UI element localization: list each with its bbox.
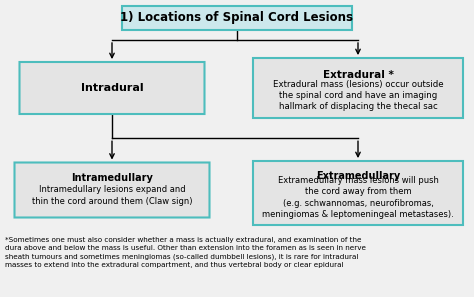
FancyBboxPatch shape	[253, 161, 463, 225]
FancyBboxPatch shape	[122, 6, 352, 30]
FancyBboxPatch shape	[15, 162, 210, 217]
Text: Intramedullary: Intramedullary	[71, 173, 153, 183]
FancyBboxPatch shape	[253, 58, 463, 118]
Text: Intramedullary lesions expand and
thin the cord around them (Claw sign): Intramedullary lesions expand and thin t…	[32, 185, 192, 206]
Text: Extradural mass (lesions) occur outside
the spinal cord and have an imaging
hall: Extradural mass (lesions) occur outside …	[273, 80, 443, 111]
Text: *Sometimes one must also consider whether a mass is actually extradural, and exa: *Sometimes one must also consider whethe…	[5, 237, 366, 268]
Text: Extradural *: Extradural *	[323, 70, 393, 80]
FancyBboxPatch shape	[19, 62, 204, 114]
Text: Intradural: Intradural	[81, 83, 143, 93]
Text: Extramedullary mass lesions will push
the cord away from them
(e.g. schwannomas,: Extramedullary mass lesions will push th…	[262, 176, 454, 219]
Text: Extramedullary: Extramedullary	[316, 171, 400, 181]
Text: 1) Locations of Spinal Cord Lesions: 1) Locations of Spinal Cord Lesions	[120, 12, 354, 24]
